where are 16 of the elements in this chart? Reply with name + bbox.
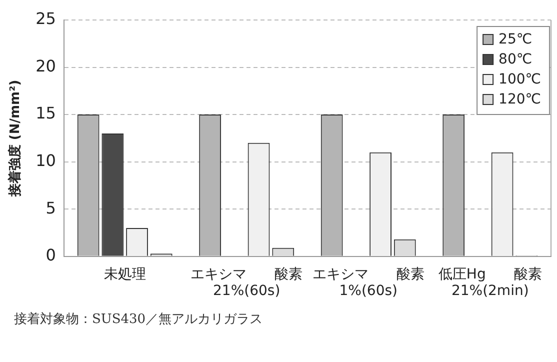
y-tick-label: 10 bbox=[36, 150, 56, 170]
y-tick-label: 5 bbox=[46, 198, 56, 218]
legend-label: 120℃ bbox=[498, 92, 542, 108]
x-tick-label: 未処理 bbox=[104, 266, 146, 282]
legend-label: 25℃ bbox=[498, 32, 532, 48]
x-tick-label: エキシマ 酸素 1%(60s) bbox=[312, 266, 424, 300]
y-tick-label: 15 bbox=[36, 104, 56, 123]
text: 接着対象物：SUS430／無アルカリガラス bbox=[14, 311, 263, 329]
legend-label: 100℃ bbox=[498, 72, 542, 88]
y-tick-label: 0 bbox=[46, 246, 56, 265]
y-tick-label: 20 bbox=[36, 56, 56, 76]
x-tick-label: 低圧Hg 酸素 21%(2min) bbox=[438, 266, 542, 300]
legend-label: 80℃ bbox=[498, 52, 532, 68]
x-tick-label: エキシマ 酸素 21%(60s) bbox=[190, 266, 303, 300]
y-axis-title: 接着強度 (N/mm²) bbox=[7, 80, 24, 198]
y-tick-label: 25 bbox=[36, 9, 56, 28]
